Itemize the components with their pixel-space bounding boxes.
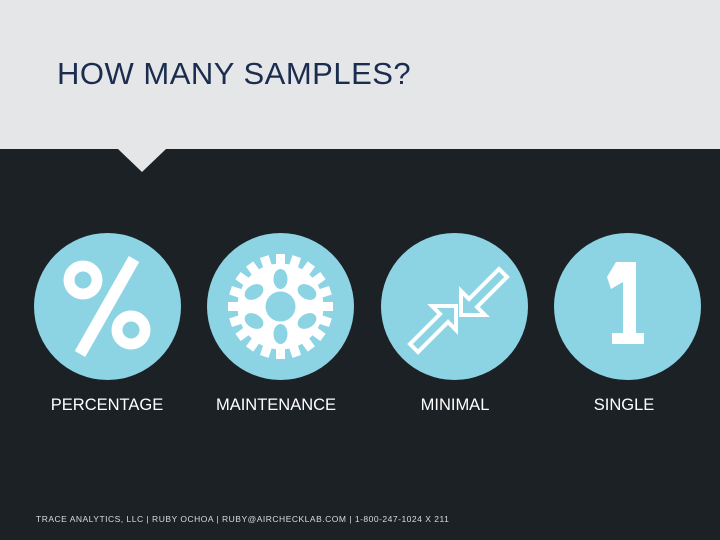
footer-contact: TRACE ANALYTICS, LLC | RUBY OCHOA | RUBY…: [36, 514, 450, 524]
slide-title: HOW MANY SAMPLES?: [57, 56, 412, 91]
header-band: HOW MANY SAMPLES?: [0, 0, 720, 149]
gear-icon: [228, 254, 333, 359]
single-circle: [554, 233, 701, 380]
label-percentage: PERCENTAGE: [50, 396, 164, 414]
label-maintenance: MAINTENANCE: [215, 396, 337, 414]
minimal-circle: [381, 233, 528, 380]
label-single: SINGLE: [593, 396, 655, 414]
compress-arrows-icon: [407, 266, 510, 355]
number-one-icon: [607, 262, 644, 344]
percentage-circle: [34, 233, 181, 380]
label-minimal: MINIMAL: [420, 396, 490, 414]
percent-icon: [63, 256, 151, 357]
maintenance-circle: [207, 233, 354, 380]
header-pointer: [118, 149, 166, 172]
